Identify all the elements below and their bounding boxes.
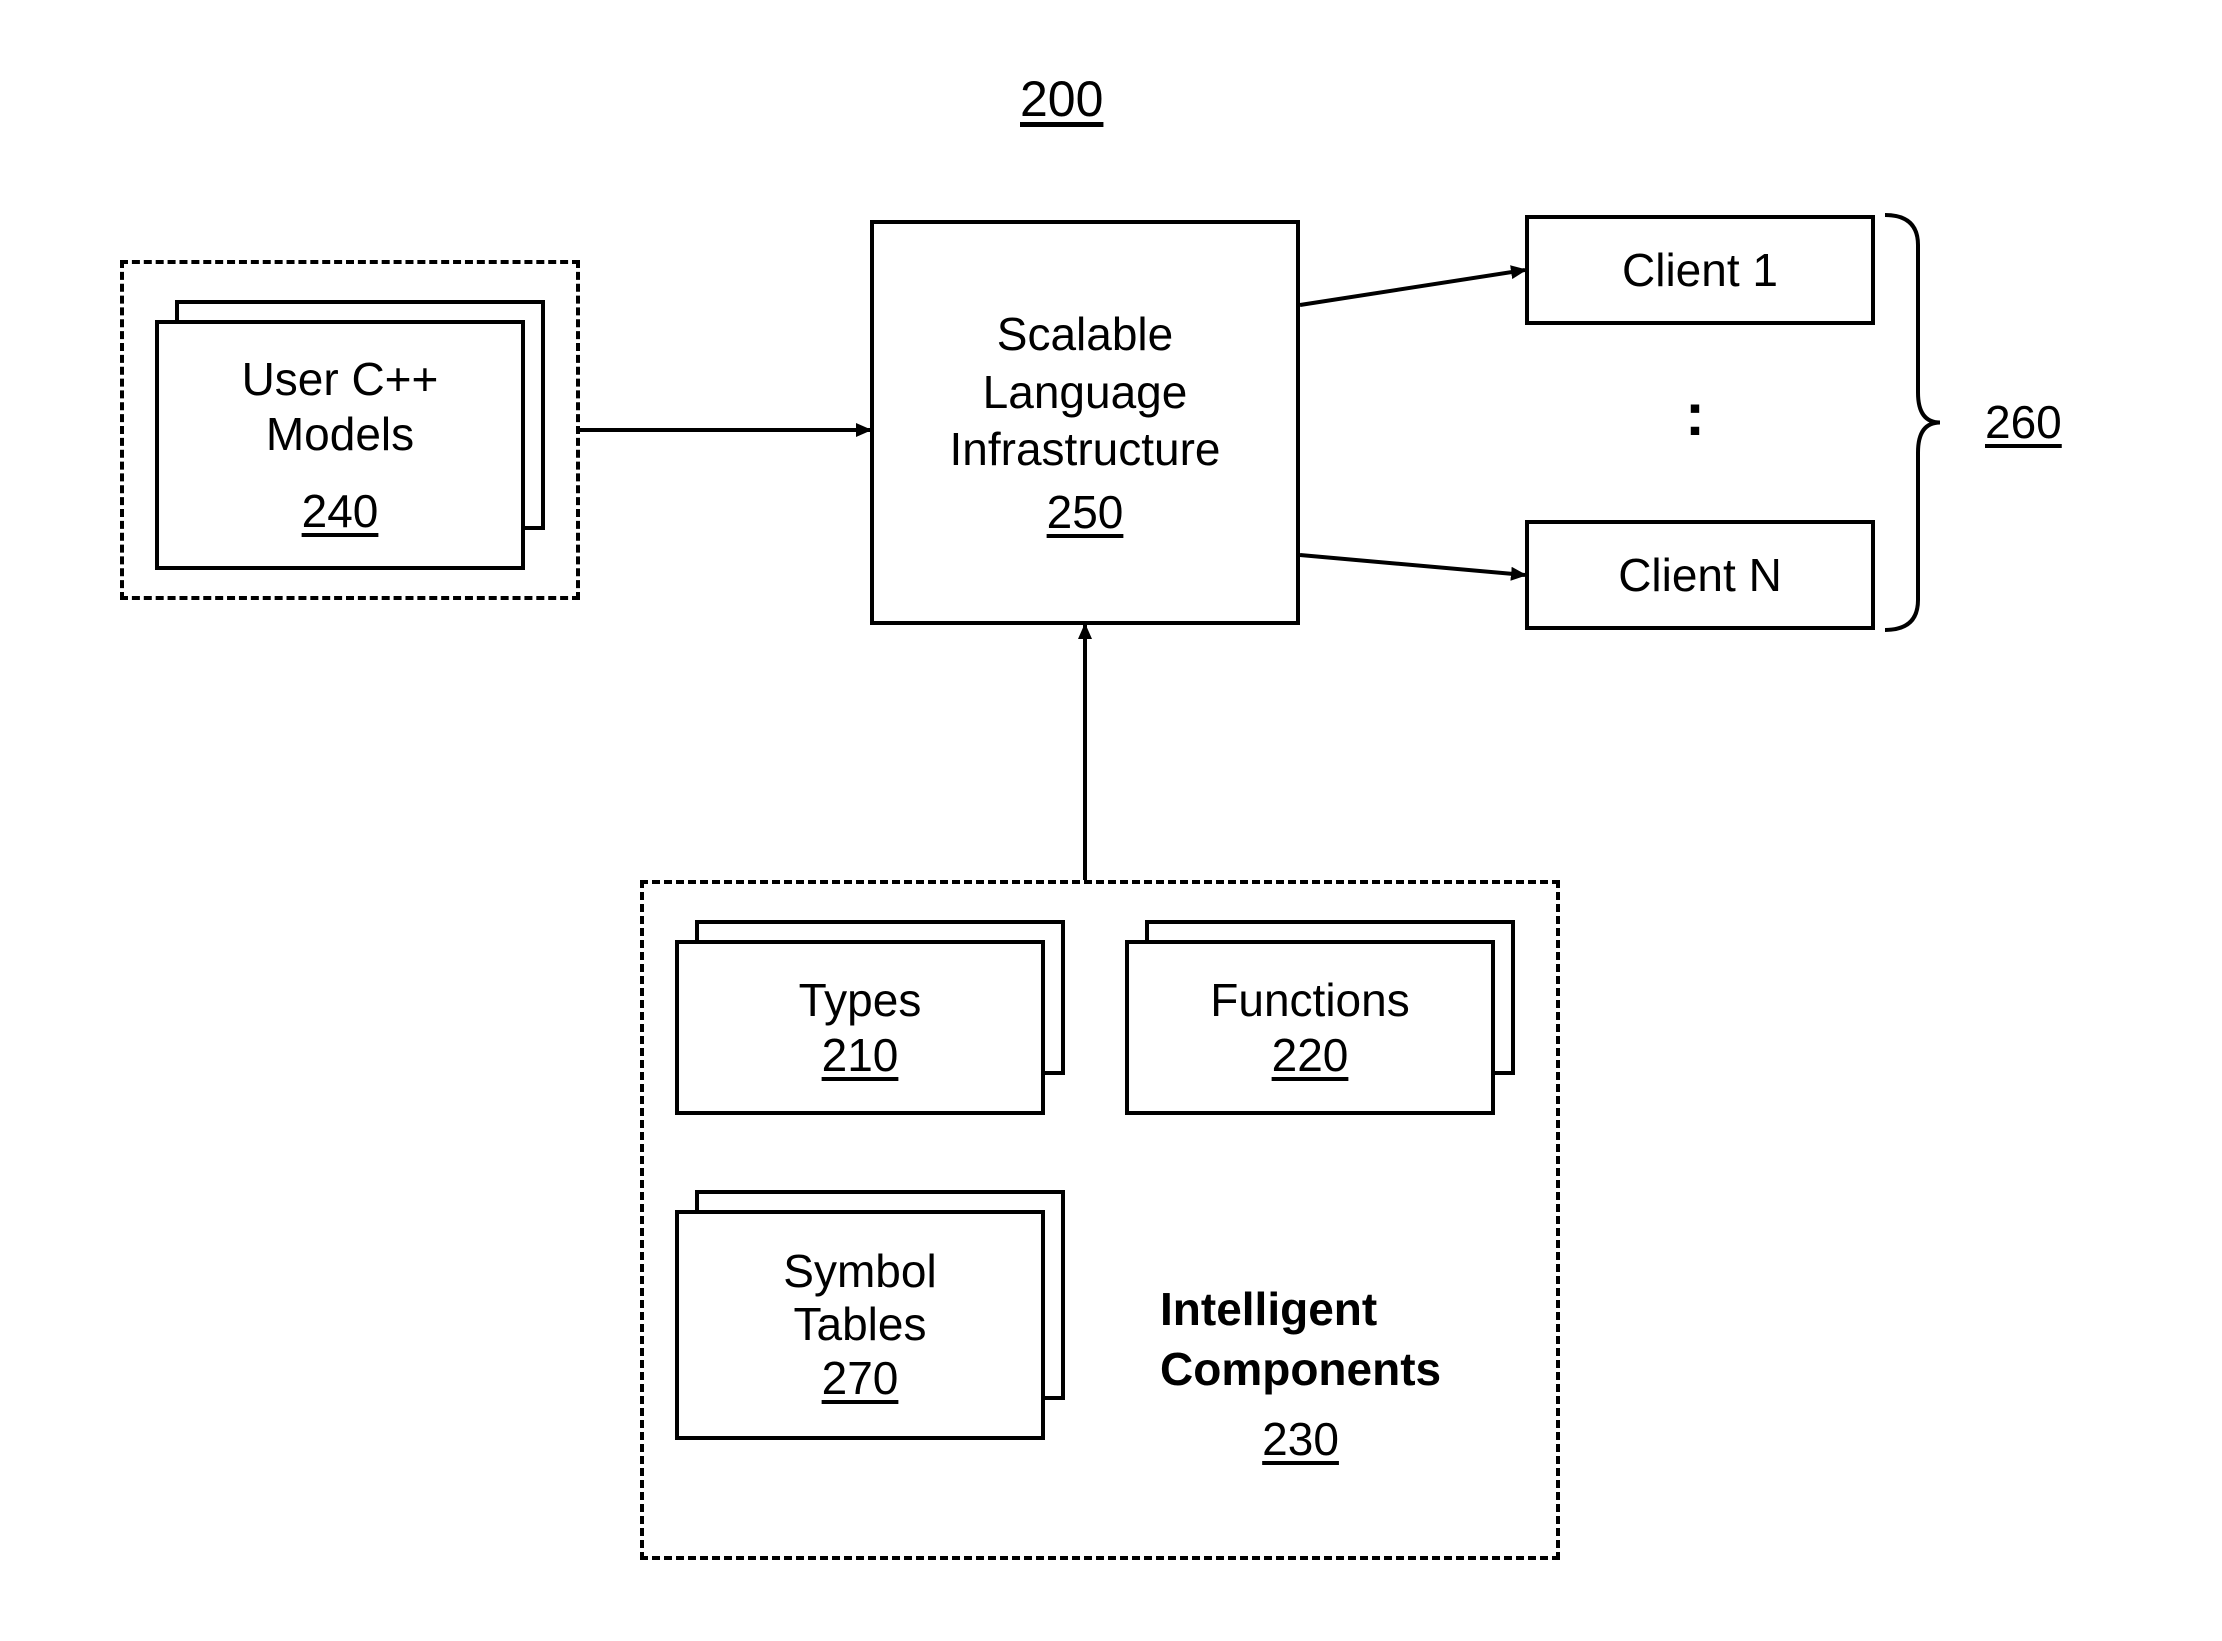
functions-card: Functions 220 [1125, 940, 1495, 1115]
functions-ref: 220 [1272, 1028, 1349, 1082]
ic-label-line2: Components [1160, 1340, 1441, 1400]
client-n-label: Client N [1618, 548, 1782, 602]
user-models-card: User C++ Models 240 [155, 320, 525, 570]
symbol-tables-label-line2: Tables [794, 1298, 927, 1351]
user-models-ref: 240 [302, 484, 379, 538]
ic-label-line1: Intelligent [1160, 1280, 1441, 1340]
types-card: Types 210 [675, 940, 1045, 1115]
clients-group-ref: 260 [1985, 395, 2062, 449]
symbol-tables-label-line1: Symbol [783, 1245, 936, 1298]
sli-label-line3: Infrastructure [950, 421, 1221, 479]
sli-label-line1: Scalable [997, 306, 1173, 364]
clients-ellipsis: : [1685, 380, 1705, 449]
functions-label: Functions [1210, 973, 1409, 1028]
client-1-label: Client 1 [1622, 243, 1778, 297]
types-ref: 210 [822, 1028, 899, 1082]
sli-ref: 250 [1047, 485, 1124, 539]
user-models-label-line2: Models [266, 407, 414, 462]
symbol-tables-card: Symbol Tables 270 [675, 1210, 1045, 1440]
figure-ref: 200 [1020, 70, 1103, 128]
client-n-box: Client N [1525, 520, 1875, 630]
sli-label-line2: Language [983, 364, 1188, 422]
symbol-tables-ref: 270 [822, 1351, 899, 1405]
client-1-box: Client 1 [1525, 215, 1875, 325]
ic-ref: 230 [1160, 1410, 1441, 1470]
types-label: Types [799, 973, 922, 1028]
user-models-label-line1: User C++ [242, 352, 439, 407]
sli-box: Scalable Language Infrastructure 250 [870, 220, 1300, 625]
intelligent-components-label: Intelligent Components 230 [1160, 1280, 1441, 1469]
